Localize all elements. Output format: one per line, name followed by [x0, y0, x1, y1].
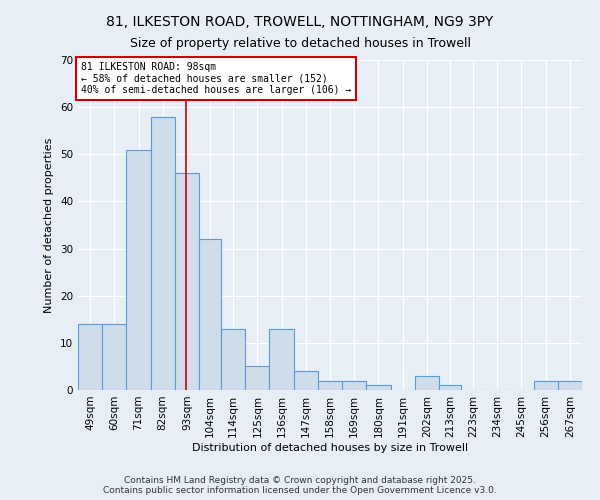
- Text: Size of property relative to detached houses in Trowell: Size of property relative to detached ho…: [130, 38, 470, 51]
- Bar: [269, 328, 293, 390]
- Bar: [318, 380, 342, 390]
- Text: 81, ILKESTON ROAD, TROWELL, NOTTINGHAM, NG9 3PY: 81, ILKESTON ROAD, TROWELL, NOTTINGHAM, …: [106, 15, 494, 29]
- Bar: [293, 371, 318, 390]
- Bar: [78, 324, 102, 390]
- Text: 81 ILKESTON ROAD: 98sqm
← 58% of detached houses are smaller (152)
40% of semi-d: 81 ILKESTON ROAD: 98sqm ← 58% of detache…: [80, 62, 351, 95]
- Bar: [199, 239, 221, 390]
- Bar: [367, 386, 391, 390]
- Bar: [127, 150, 151, 390]
- Y-axis label: Number of detached properties: Number of detached properties: [44, 138, 55, 312]
- Bar: [175, 173, 199, 390]
- Bar: [439, 386, 461, 390]
- Bar: [415, 376, 439, 390]
- Bar: [533, 380, 558, 390]
- Bar: [558, 380, 582, 390]
- Bar: [221, 328, 245, 390]
- Bar: [342, 380, 367, 390]
- X-axis label: Distribution of detached houses by size in Trowell: Distribution of detached houses by size …: [192, 442, 468, 452]
- Text: Contains HM Land Registry data © Crown copyright and database right 2025.
Contai: Contains HM Land Registry data © Crown c…: [103, 476, 497, 495]
- Bar: [151, 116, 175, 390]
- Bar: [245, 366, 269, 390]
- Bar: [102, 324, 127, 390]
